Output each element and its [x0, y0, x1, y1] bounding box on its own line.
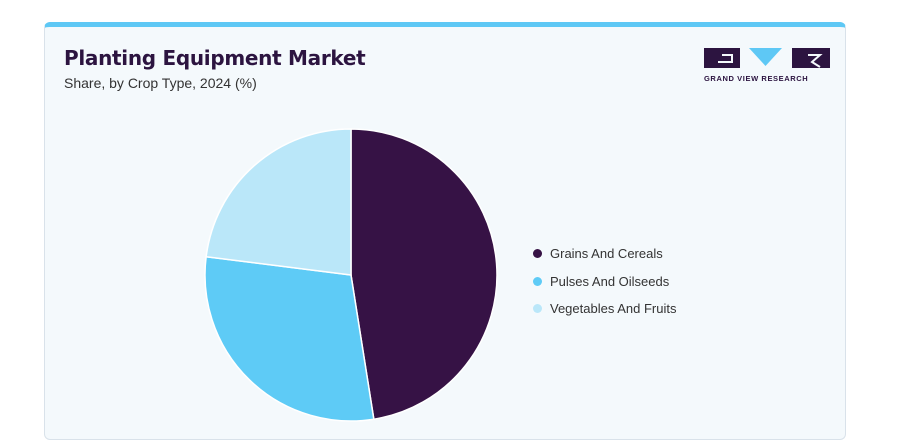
legend-item: Vegetables And Fruits [533, 295, 676, 323]
pie-chart [204, 128, 498, 422]
gvr-logo-mark-icon [704, 48, 830, 68]
legend-label: Vegetables And Fruits [550, 301, 677, 317]
legend-label: Grains And Cereals [550, 246, 663, 262]
pie-slice-grains-and-cereals [350, 128, 498, 421]
legend-label: Pulses And Oilseeds [550, 273, 670, 289]
legend-item: Pulses And Oilseeds [533, 268, 676, 296]
legend-item: Grains And Cereals [533, 240, 676, 268]
chart-title: Planting Equipment Market [64, 46, 366, 70]
chart-legend: Grains And Cereals Pulses And Oilseeds Veg… [533, 240, 676, 323]
chart-card: Planting Equipment Market Share, by Crop… [44, 22, 846, 440]
legend-swatch [533, 249, 542, 259]
grand-view-research-logo: GRAND VIEW RESEARCH [704, 46, 830, 86]
pie-slice-pulses-and-oilseeds [204, 255, 375, 422]
legend-swatch [533, 276, 542, 286]
pie-slice-vegetables-and-fruits [205, 128, 352, 276]
logo-wordmark: GRAND VIEW RESEARCH [704, 74, 809, 83]
legend-swatch [533, 304, 542, 314]
chart-subtitle: Share, by Crop Type, 2024 (%) [64, 75, 257, 91]
